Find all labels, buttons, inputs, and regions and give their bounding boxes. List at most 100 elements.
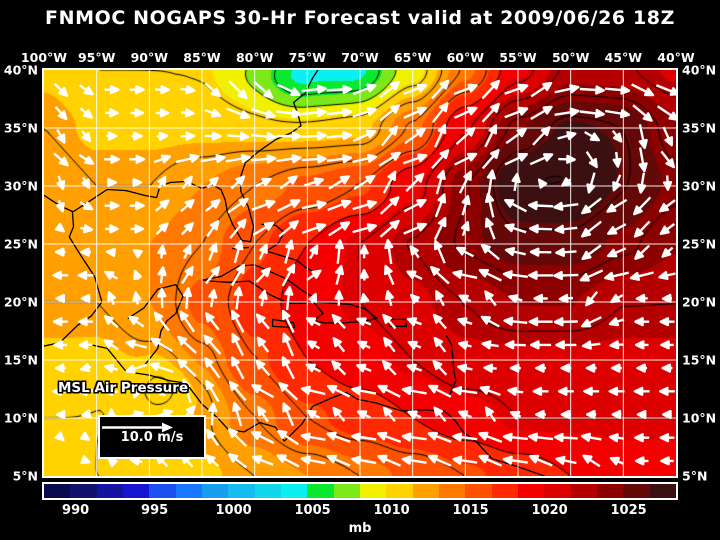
wind-arrow [226, 107, 251, 119]
wind-arrow [133, 269, 142, 281]
wind-arrow [581, 220, 602, 238]
wind-arrow [351, 385, 377, 395]
wind-arrow [655, 84, 676, 96]
wind-arrow [105, 224, 119, 234]
wind-arrow [277, 429, 300, 446]
wind-arrow [301, 154, 327, 164]
colorbar-cell [386, 484, 413, 498]
wind-arrow [581, 316, 602, 328]
wind-arrow [407, 340, 422, 350]
wind-arrow [585, 363, 597, 373]
colorbar-cell [649, 484, 676, 498]
wind-arrow [434, 193, 447, 218]
wind-arrow [156, 385, 166, 397]
wind-arrow [579, 108, 605, 119]
wind-arrow [611, 130, 623, 143]
wind-arrow [481, 79, 500, 100]
wind-arrow [154, 199, 170, 212]
wind-arrow [607, 223, 627, 235]
wind-arrow [181, 175, 193, 190]
colorbar-cell [596, 484, 624, 498]
wind-arrow [228, 381, 247, 402]
wind-arrow [153, 311, 170, 332]
wind-arrow [432, 360, 448, 376]
wind-arrow [104, 270, 119, 280]
wind-arrow [281, 309, 295, 334]
wind-arrow [535, 409, 546, 420]
wind-arrow [382, 313, 397, 330]
wind-arrow [232, 401, 243, 427]
wind-arrow [432, 313, 447, 330]
wind-arrow [508, 294, 523, 304]
wind-arrow [231, 332, 245, 357]
wind-arrow [530, 105, 553, 121]
wind-arrow [554, 107, 580, 117]
wind-arrow [180, 108, 195, 118]
wind-arrow [131, 131, 143, 141]
wind-arrow [132, 249, 143, 259]
wind-arrow [284, 285, 294, 311]
wind-arrow [301, 84, 327, 94]
wind-arrow [554, 84, 580, 94]
wind-arrow [177, 358, 197, 378]
wind-arrow [78, 340, 93, 350]
wind-arrow [305, 363, 322, 373]
wind-arrow [629, 271, 654, 281]
wind-arrow [132, 384, 142, 399]
wind-arrow [404, 127, 426, 145]
wind-arrow [529, 247, 552, 257]
wind-scale-label: 10.0 m/s [120, 429, 184, 445]
lat-tick-label: 35°N [682, 120, 717, 136]
wind-arrow [537, 178, 548, 189]
wind-arrow [356, 317, 372, 326]
lon-tick-label: 40°W [657, 50, 695, 65]
wind-arrow [634, 433, 650, 443]
colorbar-cell [149, 484, 176, 498]
wind-arrow [180, 222, 194, 236]
wind-arrow [255, 267, 271, 284]
wind-arrow [505, 127, 527, 145]
wind-arrow [352, 83, 377, 96]
wind-arrow [251, 154, 277, 164]
wind-arrow [530, 340, 552, 350]
wind-arrow [401, 386, 427, 396]
wind-arrow [407, 410, 422, 419]
wind-arrow [129, 85, 145, 95]
lat-tick-label: 15°N [682, 352, 717, 368]
wind-arrow [606, 198, 628, 213]
wind-arrow [528, 270, 554, 280]
wind-arrow [205, 429, 219, 447]
wind-arrow [609, 340, 624, 350]
wind-arrow [452, 432, 478, 442]
colorbar-cell [44, 484, 71, 498]
lon-tick-label: 60°W [446, 50, 485, 65]
right-arrow-icon [102, 422, 173, 433]
wind-arrow [231, 356, 245, 380]
wind-arrow [458, 170, 472, 194]
wind-arrow [638, 124, 648, 150]
wind-arrow [431, 79, 450, 100]
colorbar-tick-label: 1025 [610, 503, 647, 518]
wind-arrow [558, 293, 574, 304]
wind-arrow [81, 130, 92, 143]
field-label: MSL Air Pressure [58, 380, 189, 396]
wind-arrow [659, 433, 675, 443]
wind-arrow [608, 386, 625, 396]
wind-arrow [230, 175, 246, 190]
wind-arrow [511, 172, 521, 192]
wind-arrow [484, 290, 497, 307]
wind-arrow [586, 409, 597, 420]
wind-arrow [205, 199, 221, 213]
wind-arrow [634, 317, 650, 327]
wind-arrow [403, 106, 427, 119]
wind-arrow [227, 131, 250, 141]
lon-tick-label: 95°W [77, 50, 116, 65]
wind-arrow [276, 131, 302, 141]
wind-arrow [78, 317, 93, 327]
wind-arrow [634, 340, 649, 350]
wind-arrow [80, 363, 92, 373]
wind-arrow [528, 200, 554, 211]
wind-arrow [553, 317, 578, 327]
coastline-central-america [125, 370, 293, 442]
wind-arrow [228, 428, 248, 448]
